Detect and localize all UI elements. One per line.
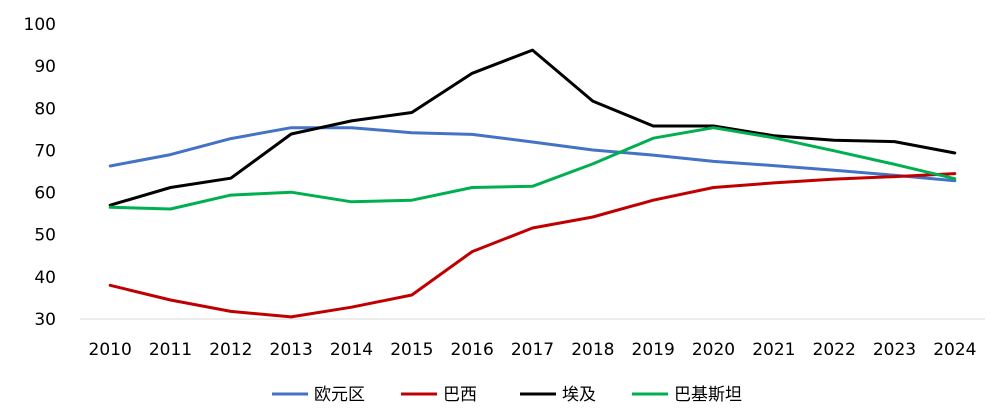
x-tick-label: 2021 [752, 340, 795, 360]
series-group [108, 48, 957, 319]
y-tick-label: 90 [34, 57, 56, 77]
y-tick-label: 30 [34, 310, 56, 330]
x-tick-label: 2012 [209, 340, 252, 360]
x-tick-label: 2014 [330, 340, 373, 360]
legend: 欧元区 巴西 埃及 巴基斯坦 [272, 385, 742, 405]
x-tick-label: 2017 [511, 340, 554, 360]
x-tick-label: 2018 [571, 340, 614, 360]
x-tick-label: 2024 [933, 340, 976, 360]
x-tick-label: 2022 [813, 340, 856, 360]
series-line-0 [108, 126, 957, 183]
x-axis: 2010 2011 2012 2013 2014 2015 2016 2017 2018 2019… [89, 340, 977, 360]
legend-label: 巴基斯坦 [674, 385, 742, 405]
series-line-3 [108, 126, 957, 211]
y-tick-label: 40 [34, 268, 56, 288]
series-line-1 [108, 172, 957, 319]
legend-label: 埃及 [562, 385, 596, 405]
legend-label: 巴西 [443, 385, 477, 405]
x-tick-label: 2013 [270, 340, 313, 360]
x-tick-label: 2011 [149, 340, 192, 360]
y-tick-label: 100 [24, 15, 56, 35]
y-tick-label: 70 [34, 141, 56, 161]
x-tick-label: 2016 [451, 340, 494, 360]
x-tick-label: 2019 [632, 340, 675, 360]
y-tick-label: 50 [34, 226, 56, 246]
x-tick-label: 2023 [873, 340, 916, 360]
y-tick-label: 60 [34, 184, 56, 204]
y-axis: 30 40 50 60 70 80 90 100 [24, 15, 56, 330]
x-tick-label: 2020 [692, 340, 735, 360]
x-tick-label: 2010 [89, 340, 132, 360]
x-tick-label: 2015 [390, 340, 433, 360]
legend-label: 欧元区 [314, 385, 365, 405]
series-line-2 [108, 48, 957, 207]
y-tick-label: 80 [34, 99, 56, 119]
